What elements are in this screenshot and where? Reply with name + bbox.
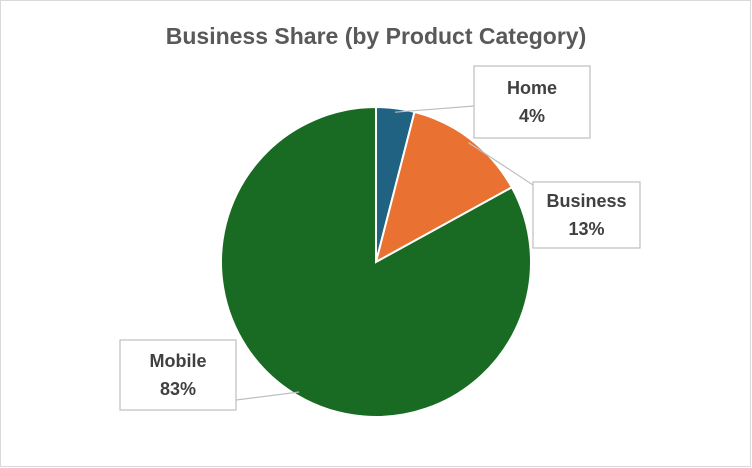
category-label: Business	[546, 191, 626, 211]
chart-title: Business Share (by Product Category)	[166, 23, 587, 49]
leader-line	[235, 391, 300, 401]
label-box	[532, 181, 641, 249]
label-box	[473, 65, 591, 139]
leader-line	[394, 105, 475, 113]
value-label: 4%	[519, 106, 545, 126]
value-label: 83%	[160, 379, 196, 399]
category-label: Mobile	[150, 351, 207, 371]
label-box	[119, 339, 237, 411]
leader-line	[468, 142, 534, 186]
value-label: 13%	[568, 219, 604, 239]
pie-slice	[220, 105, 532, 418]
category-label: Home	[507, 78, 557, 98]
